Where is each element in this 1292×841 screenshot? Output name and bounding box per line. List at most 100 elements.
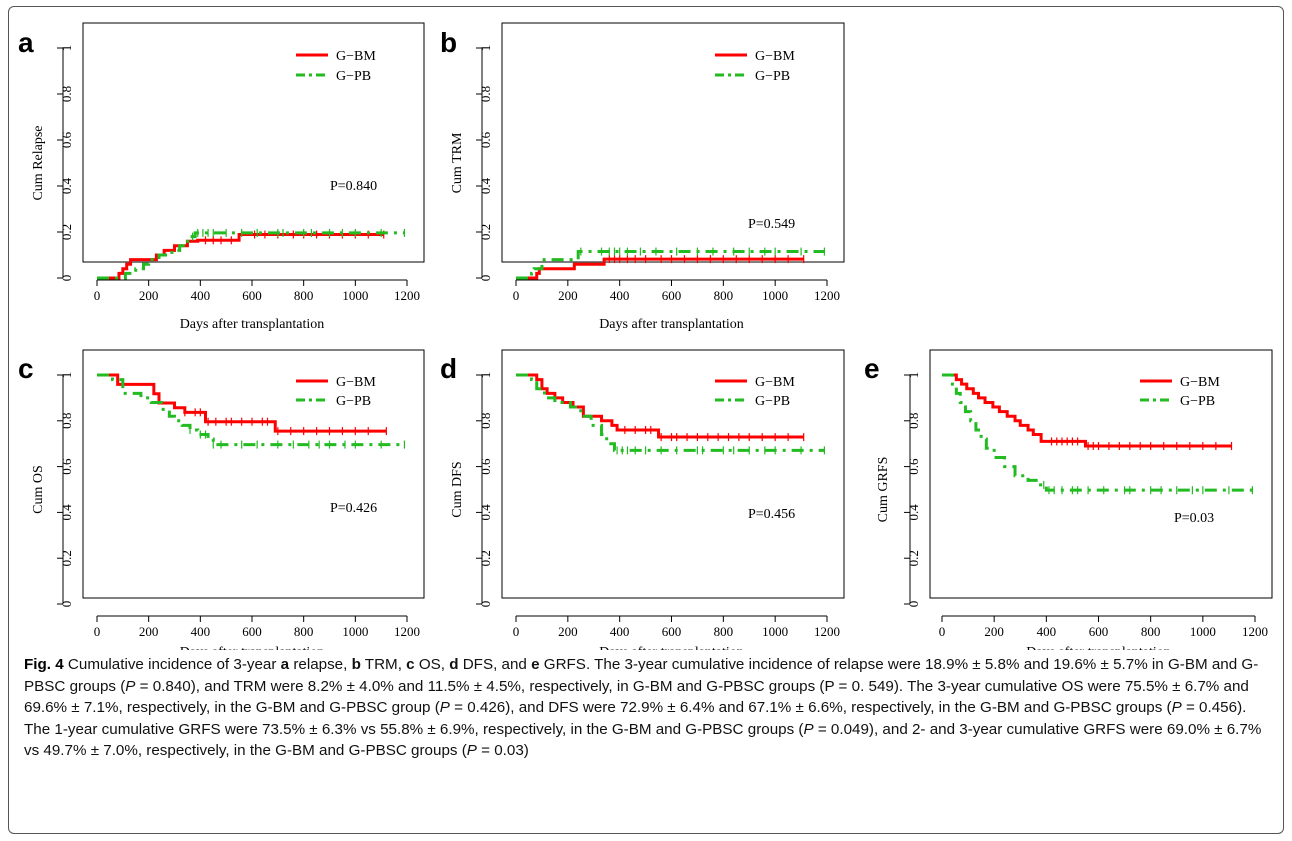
y-tick-label: 1	[59, 372, 74, 379]
y-tick-label: 0	[478, 275, 493, 282]
plot-box	[501, 22, 845, 263]
y-axis-label: Cum GRFS	[876, 457, 891, 523]
x-tick-label: 1000	[342, 624, 368, 639]
plot-box	[82, 349, 425, 599]
x-tick-label: 600	[242, 624, 262, 639]
legend-label: G−PB	[755, 394, 790, 409]
y-tick-label: 1	[59, 45, 74, 52]
y-tick-label: 0.2	[478, 550, 493, 566]
y-tick-label: 0.4	[59, 177, 74, 194]
y-tick-label: 0	[478, 601, 493, 608]
x-tick-label: 1000	[762, 624, 788, 639]
caption-segment: a	[280, 656, 290, 673]
series-line-g-pb	[97, 373, 405, 447]
y-tick-label: 0.4	[478, 177, 493, 194]
y-tick-label: 0.6	[478, 458, 493, 475]
legend-label: G−PB	[1180, 394, 1215, 409]
x-tick-label: 600	[1089, 624, 1109, 639]
p-value-label: P=0.03	[1174, 511, 1214, 526]
caption-segment: P	[1171, 699, 1182, 716]
x-tick-label: 200	[139, 288, 159, 303]
y-axis-label: Cum TRM	[450, 132, 465, 193]
x-tick-label: 800	[294, 624, 314, 639]
x-tick-label: 800	[714, 288, 734, 303]
caption-segment: P	[803, 720, 814, 738]
x-tick-label: 1200	[394, 288, 420, 303]
p-value-label: P=0.456	[748, 507, 795, 522]
x-tick-label: 400	[610, 288, 630, 303]
y-tick-label: 0.6	[59, 458, 74, 475]
figure-label: Fig. 4	[24, 656, 64, 673]
series-line-g-bm	[516, 373, 804, 439]
plot-box	[501, 349, 845, 599]
panel-a: a 0 200 400 600 800 1000 1200 Days after transpl…	[18, 22, 425, 332]
p-value-label: P=0.840	[330, 179, 377, 194]
panel-letter: b	[440, 27, 457, 58]
caption-segment: GRFS. The 3-year cumulative incidence of…	[24, 656, 1259, 695]
caption-segment: = 0.840), and TRM were 8.2% ± 4.0% and 1…	[24, 677, 1249, 717]
x-axis-label: Days after transplantation	[1026, 645, 1171, 650]
y-tick-label: 0	[906, 601, 921, 608]
plot-box	[82, 22, 425, 263]
legend-label: G−PB	[336, 394, 371, 409]
figure-caption: Fig. 4 Cumulative incidence of 3-year a …	[24, 654, 1276, 762]
series-line-g-pb	[516, 250, 825, 280]
x-tick-label: 1000	[342, 288, 368, 303]
y-tick-label: 0.4	[478, 504, 493, 521]
caption-segment: DFS, and	[458, 656, 532, 673]
x-tick-label: 800	[1141, 624, 1161, 639]
y-tick-label: 0.2	[478, 224, 493, 240]
series-line-g-bm	[97, 233, 384, 280]
x-tick-label: 1200	[394, 624, 420, 639]
caption-segment: = 0.426), and DFS were 72.9% ± 6.4% and …	[449, 699, 1172, 716]
y-tick-label: 0.8	[478, 413, 493, 429]
caption-segment: P	[439, 699, 450, 716]
y-tick-label: 0.2	[906, 550, 921, 566]
caption-segment: P	[125, 677, 136, 695]
y-tick-label: 0.8	[59, 413, 74, 429]
p-value-label: P=0.549	[748, 217, 795, 232]
x-tick-label: 400	[1037, 624, 1057, 639]
p-value-label: P=0.426	[330, 501, 377, 516]
y-tick-label: 1	[906, 372, 921, 379]
panel-letter: c	[18, 353, 34, 384]
legend-label: G−BM	[755, 49, 795, 64]
panel-letter: e	[864, 353, 880, 384]
y-tick-label: 0.8	[478, 86, 493, 102]
x-tick-label: 800	[714, 624, 734, 639]
x-tick-label: 800	[294, 288, 314, 303]
x-tick-label: 1200	[1242, 624, 1268, 639]
legend-label: G−PB	[755, 69, 790, 84]
legend-label: G−BM	[1180, 375, 1220, 390]
x-tick-label: 200	[139, 624, 159, 639]
y-tick-label: 0.6	[478, 131, 493, 148]
panel-b: b 0 200 400 600 800 1000 1200 Days after transpl…	[440, 22, 845, 332]
panel-c: c 0 200 400 600 800 1000 1200 Days after transpl…	[18, 349, 425, 650]
series-line-g-bm	[97, 373, 387, 433]
x-tick-label: 0	[513, 288, 520, 303]
caption-body: Cumulative incidence of 3-year a relapse…	[24, 656, 1261, 759]
caption-segment: d	[449, 656, 459, 673]
series-line-g-bm	[942, 373, 1232, 448]
caption-segment: P	[466, 742, 477, 759]
y-tick-label: 1	[478, 45, 493, 52]
caption-segment: = 0.03)	[476, 742, 529, 759]
y-axis-label: Cum Relapse	[31, 125, 46, 200]
legend-label: G−PB	[336, 69, 371, 84]
y-tick-label: 0.2	[59, 224, 74, 240]
series-line-g-pb	[516, 373, 825, 452]
y-tick-label: 0.8	[906, 413, 921, 429]
x-tick-label: 0	[94, 624, 101, 639]
x-tick-label: 200	[558, 288, 578, 303]
y-axis-label: Cum DFS	[450, 461, 465, 517]
x-tick-label: 1000	[1190, 624, 1216, 639]
x-tick-label: 600	[242, 288, 262, 303]
plot-box	[929, 349, 1273, 599]
caption-segment: e	[531, 656, 540, 673]
panel-d: d 0 200 400 600 800 1000 1200 Days after transpl…	[440, 349, 845, 650]
y-tick-label: 0.2	[59, 550, 74, 566]
caption-segment: = 0.456). The 1-year cumulative GRFS wer…	[24, 699, 1247, 738]
caption-segment: c	[406, 656, 415, 673]
y-tick-label: 0.6	[906, 458, 921, 475]
